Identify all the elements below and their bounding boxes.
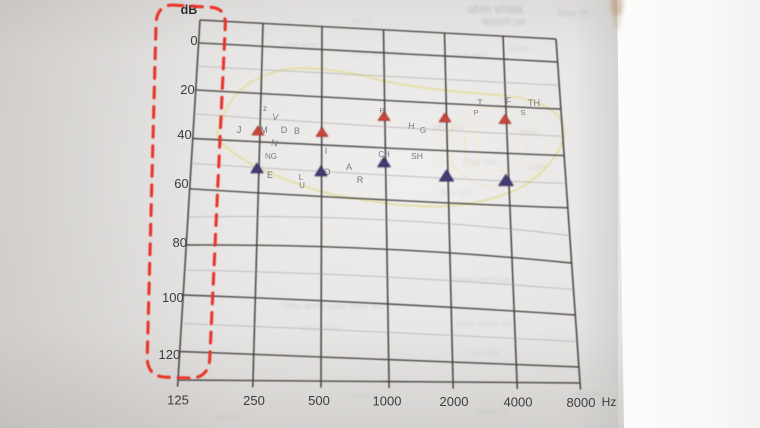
svg-text:120: 120 xyxy=(159,347,181,362)
svg-text:H: H xyxy=(408,121,416,132)
svg-text:nmu wvm unw mvu wn: nmu wvm unw mvu wn xyxy=(282,301,383,312)
svg-text:V: V xyxy=(272,112,279,123)
svg-text:B: B xyxy=(294,126,300,136)
svg-text:0: 0 xyxy=(190,33,197,48)
svg-text:mum: mum xyxy=(508,44,528,54)
svg-text:SH: SH xyxy=(411,151,423,161)
svg-text:2000: 2000 xyxy=(440,394,469,409)
svg-text:mvn uwm nu: mvn uwm nu xyxy=(455,319,512,330)
svg-text:60: 60 xyxy=(174,176,188,191)
svg-text:muv nw: muv nw xyxy=(462,157,497,168)
svg-text:U: U xyxy=(299,181,305,190)
svg-text:E: E xyxy=(267,170,273,180)
svg-text:O: O xyxy=(323,167,330,177)
svg-text:P: P xyxy=(379,106,384,115)
svg-text:M: M xyxy=(260,125,268,135)
svg-text:500: 500 xyxy=(308,393,330,408)
svg-text:nuw m: nuw m xyxy=(558,8,587,19)
svg-text:Hz: Hz xyxy=(602,395,617,409)
svg-text:40: 40 xyxy=(177,127,191,142)
svg-text:S: S xyxy=(520,108,525,117)
svg-text:N: N xyxy=(270,138,278,149)
svg-text:TH: TH xyxy=(528,98,540,108)
svg-text:I: I xyxy=(325,146,328,156)
svg-text:F: F xyxy=(506,96,512,106)
svg-text:uhm vnwa: uhm vnwa xyxy=(468,2,523,16)
svg-text:nv mu: nv mu xyxy=(214,412,239,422)
svg-text:mun wv: mun wv xyxy=(352,390,384,400)
svg-text:A: A xyxy=(346,162,352,172)
svg-text:P: P xyxy=(474,110,479,117)
svg-text:20: 20 xyxy=(180,82,194,97)
svg-text:125: 125 xyxy=(167,392,189,407)
svg-text:mw nmu: mw nmu xyxy=(284,40,318,50)
svg-text:nuv mw: nuv mw xyxy=(468,347,500,357)
svg-text:NG: NG xyxy=(265,152,277,161)
svg-text:muw n: muw n xyxy=(572,389,599,399)
svg-text:T: T xyxy=(477,98,483,108)
svg-text:8000: 8000 xyxy=(567,395,596,410)
svg-text:CH: CH xyxy=(378,150,390,159)
svg-text:muw nvm uw: muw nvm uw xyxy=(452,275,511,286)
svg-text:z: z xyxy=(263,104,267,113)
svg-text:100: 100 xyxy=(162,290,184,305)
svg-text:4000: 4000 xyxy=(504,394,533,409)
svg-text:250: 250 xyxy=(243,393,265,408)
svg-text:D: D xyxy=(281,125,288,135)
svg-text:nmv wun: nmv wun xyxy=(452,50,488,60)
svg-text:vnm: vnm xyxy=(528,162,547,173)
svg-text:wm um: wm um xyxy=(431,122,464,133)
svg-text:wnv um: wnv um xyxy=(439,187,471,197)
svg-text:nv m: nv m xyxy=(352,16,372,26)
svg-text:nuw: nuw xyxy=(520,127,539,138)
svg-text:nwm uv: nwm uv xyxy=(478,406,510,416)
svg-text:L: L xyxy=(299,173,304,182)
svg-text:R: R xyxy=(357,175,364,185)
svg-text:1000: 1000 xyxy=(373,394,402,409)
svg-text:J: J xyxy=(237,125,242,136)
svg-text:80: 80 xyxy=(173,235,187,250)
svg-text:wsnm uv: wsnm uv xyxy=(481,16,526,28)
svg-text:G: G xyxy=(420,126,426,135)
